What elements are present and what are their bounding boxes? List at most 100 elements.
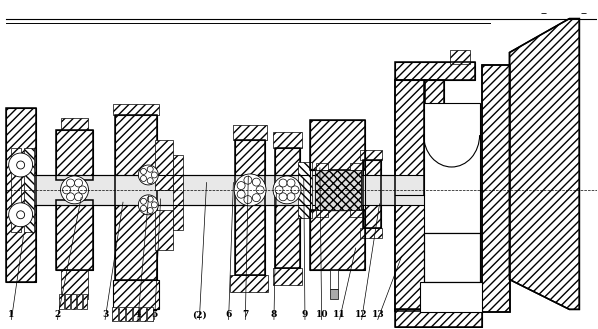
Bar: [155, 210, 173, 250]
Circle shape: [291, 186, 299, 194]
Bar: [155, 140, 173, 190]
Text: (2): (2): [192, 310, 207, 319]
Bar: [315, 170, 361, 210]
Bar: [420, 283, 481, 312]
Bar: [120, 307, 126, 321]
Circle shape: [9, 203, 33, 227]
Bar: [233, 125, 267, 140]
Circle shape: [147, 166, 153, 172]
Bar: [56, 130, 93, 180]
Bar: [350, 163, 362, 170]
Bar: [450, 50, 469, 64]
Circle shape: [9, 153, 33, 177]
Circle shape: [141, 168, 147, 174]
Circle shape: [63, 186, 71, 194]
Bar: [424, 233, 480, 283]
Circle shape: [252, 194, 260, 202]
Bar: [59, 294, 63, 309]
Text: 9: 9: [302, 310, 308, 319]
Bar: [115, 115, 157, 280]
Circle shape: [234, 174, 266, 206]
Bar: [395, 63, 475, 80]
Bar: [173, 155, 183, 230]
Circle shape: [66, 179, 75, 187]
Circle shape: [141, 205, 147, 211]
Bar: [56, 130, 93, 180]
Bar: [141, 307, 147, 321]
Bar: [360, 150, 382, 160]
Circle shape: [66, 193, 75, 201]
Bar: [310, 210, 365, 269]
Bar: [115, 115, 157, 280]
Text: 12: 12: [355, 310, 368, 319]
Text: 3: 3: [102, 310, 108, 319]
Circle shape: [279, 179, 287, 187]
Bar: [330, 269, 338, 290]
Circle shape: [60, 176, 89, 204]
Bar: [424, 103, 480, 233]
Text: 5: 5: [151, 310, 158, 319]
Circle shape: [252, 178, 260, 186]
Text: 7: 7: [242, 310, 248, 319]
Bar: [363, 160, 381, 228]
Bar: [133, 307, 139, 321]
Bar: [77, 294, 81, 309]
Circle shape: [78, 186, 87, 194]
Bar: [310, 120, 365, 170]
Bar: [273, 132, 302, 148]
Circle shape: [141, 175, 147, 182]
Bar: [11, 148, 21, 232]
Bar: [350, 210, 362, 217]
Circle shape: [237, 182, 245, 190]
Bar: [395, 80, 425, 311]
Bar: [360, 228, 382, 238]
Bar: [114, 104, 159, 115]
Circle shape: [75, 193, 83, 201]
Text: 1: 1: [8, 310, 14, 319]
Bar: [235, 140, 265, 274]
Bar: [316, 163, 328, 170]
Text: 13: 13: [371, 310, 384, 319]
Circle shape: [237, 190, 245, 198]
Text: 8: 8: [271, 310, 277, 319]
Bar: [63, 180, 86, 200]
Bar: [235, 140, 265, 274]
Text: --: --: [581, 8, 588, 18]
Circle shape: [287, 193, 295, 201]
Bar: [147, 307, 153, 321]
Bar: [298, 162, 312, 218]
Bar: [114, 280, 159, 309]
Text: 6: 6: [225, 310, 232, 319]
Circle shape: [279, 193, 287, 201]
Circle shape: [147, 208, 153, 214]
Bar: [60, 269, 89, 299]
Bar: [395, 309, 481, 327]
Bar: [330, 290, 338, 299]
Bar: [275, 148, 300, 267]
Bar: [126, 307, 132, 321]
Circle shape: [17, 161, 25, 169]
Bar: [60, 118, 89, 130]
Bar: [395, 63, 475, 80]
Circle shape: [147, 178, 153, 184]
Polygon shape: [509, 19, 579, 309]
Circle shape: [147, 196, 153, 202]
Text: 11: 11: [333, 310, 346, 319]
Bar: [56, 200, 93, 269]
Circle shape: [17, 211, 25, 219]
Bar: [395, 309, 481, 327]
Circle shape: [75, 179, 83, 187]
Circle shape: [151, 172, 157, 178]
Bar: [315, 170, 361, 210]
Bar: [6, 108, 36, 283]
Circle shape: [138, 195, 158, 215]
Bar: [310, 120, 365, 170]
Bar: [316, 210, 328, 217]
Text: 10: 10: [315, 310, 328, 319]
Circle shape: [273, 176, 301, 204]
Text: 4: 4: [135, 310, 141, 319]
Bar: [71, 294, 75, 309]
Circle shape: [287, 179, 295, 187]
Bar: [424, 233, 480, 283]
Bar: [363, 160, 381, 228]
